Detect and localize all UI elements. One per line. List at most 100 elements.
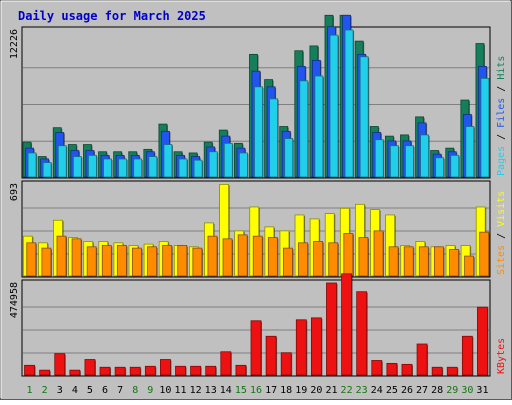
legend-entry: KBytes: [496, 338, 507, 374]
y-max-tick-label: 474958: [9, 282, 20, 318]
bar-kbytes-1: [24, 364, 35, 376]
x-tick-label-21: 21: [325, 385, 337, 396]
bar-files-14: [223, 142, 233, 178]
x-tick-label-18: 18: [280, 385, 292, 396]
bar-kbytes-12: [190, 365, 202, 376]
bar-kbytes-16: [250, 320, 262, 376]
bar-sites-28: [434, 246, 444, 277]
legend-entry: /: [496, 128, 507, 146]
x-tick-label-13: 13: [205, 385, 217, 396]
bar-kbytes-30: [461, 335, 473, 376]
bar-kbytes-21: [326, 282, 337, 376]
bar-sites-25: [388, 246, 399, 277]
series-legend-pages-files-hits: Pages / Files / Hits: [496, 56, 507, 176]
bar-sites-23: [358, 237, 369, 277]
bar-files-12: [193, 159, 203, 178]
bar-kbytes-7: [114, 366, 126, 376]
bar-kbytes-13: [205, 365, 217, 376]
bar-kbytes-4: [69, 369, 81, 376]
bar-files-8: [133, 158, 143, 178]
bar-kbytes-11: [175, 365, 186, 376]
bar-files-15: [239, 152, 248, 178]
bar-sites-6: [101, 245, 112, 277]
x-tick-label-16: 16: [250, 385, 262, 396]
bar-kbytes-23: [356, 291, 368, 376]
legend-entry: /: [496, 227, 507, 245]
bar-files-2: [42, 162, 52, 178]
bar-sites-31: [479, 231, 490, 277]
bar-sites-15: [237, 234, 248, 277]
bar-kbytes-10: [160, 359, 171, 376]
bar-kbytes-2: [39, 369, 51, 376]
x-tick-label-22: 22: [341, 385, 353, 396]
x-tick-label-20: 20: [310, 385, 322, 396]
x-tick-label-24: 24: [371, 385, 383, 396]
bar-files-25: [389, 145, 399, 178]
bar-files-13: [208, 151, 218, 178]
bar-sites-29: [449, 249, 459, 277]
bar-files-30: [465, 126, 475, 178]
bar-files-27: [420, 134, 429, 178]
bar-sites-24: [373, 230, 384, 277]
x-tick-label-25: 25: [386, 385, 398, 396]
bar-kbytes-5: [84, 359, 96, 376]
bar-files-23: [359, 56, 369, 178]
y-max-tick-label: 693: [9, 183, 20, 201]
bar-files-21: [329, 34, 339, 178]
panel-kbytes: 474958 KBytes: [9, 273, 507, 377]
x-tick-label-5: 5: [87, 385, 93, 396]
bar-kbytes-18: [280, 352, 292, 376]
bar-sites-27: [418, 246, 429, 277]
x-tick-label-6: 6: [102, 385, 108, 396]
bar-sites-9: [147, 246, 157, 277]
bar-kbytes-6: [99, 366, 111, 376]
bar-files-4: [72, 156, 82, 178]
bar-sites-19: [298, 242, 308, 277]
bar-kbytes-14: [220, 351, 232, 376]
bar-files-9: [148, 156, 158, 178]
chart-title: Daily usage for March 2025: [18, 9, 206, 23]
bar-kbytes-8: [129, 366, 141, 376]
x-tick-label-7: 7: [117, 385, 123, 396]
bar-kbytes-27: [416, 343, 428, 376]
legend-entry: Hits: [496, 56, 507, 80]
bar-sites-4: [71, 238, 82, 277]
bar-files-11: [178, 158, 188, 178]
x-tick-label-8: 8: [132, 385, 138, 396]
x-tick-label-31: 31: [476, 385, 488, 396]
bar-files-16: [254, 86, 263, 178]
bar-sites-20: [313, 241, 324, 277]
bar-kbytes-9: [144, 365, 156, 376]
bar-kbytes-29: [446, 366, 458, 376]
bar-kbytes-15: [235, 364, 247, 376]
x-tick-label-1: 1: [27, 385, 33, 396]
bar-sites-21: [328, 242, 339, 277]
legend-entry: Sites: [496, 245, 507, 275]
x-axis-labels: 1 2 3 4 5 6 7 8 9 10 11 12 13 14 15 16 17 18 19 20 21 22 23 24 2…: [27, 385, 489, 396]
bar-sites-10: [162, 245, 173, 277]
legend-entry: Pages: [496, 146, 507, 176]
bar-sites-7: [116, 245, 127, 277]
bar-kbytes-3: [54, 353, 66, 376]
bar-kbytes-31: [477, 306, 488, 376]
x-tick-label-23: 23: [356, 385, 368, 396]
x-tick-label-19: 19: [295, 385, 307, 396]
bar-files-7: [118, 158, 128, 178]
bar-kbytes-20: [310, 317, 322, 376]
legend-entry: Visits: [496, 191, 507, 227]
bar-kbytes-19: [295, 319, 307, 376]
bar-files-19: [299, 80, 309, 178]
x-tick-label-15: 15: [235, 385, 247, 396]
x-tick-label-2: 2: [42, 385, 48, 396]
bar-sites-30: [464, 255, 475, 277]
series-legend-kbytes: KBytes: [496, 338, 507, 374]
bar-files-20: [314, 75, 324, 178]
bar-sites-12: [192, 247, 203, 277]
bar-sites-16: [252, 235, 263, 277]
x-tick-label-3: 3: [57, 385, 63, 396]
legend-entry: Files: [496, 98, 507, 128]
x-tick-label-30: 30: [461, 385, 473, 396]
bar-files-3: [57, 145, 67, 178]
